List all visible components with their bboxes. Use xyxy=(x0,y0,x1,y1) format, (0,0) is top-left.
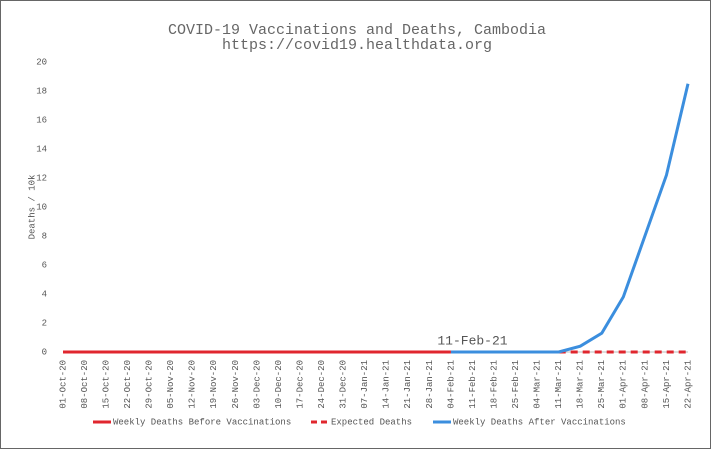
y-tick-label: 12 xyxy=(36,173,47,183)
x-tick-label: 18-Feb-21 xyxy=(489,360,499,409)
x-tick-label: 07-Jan-21 xyxy=(360,360,370,409)
x-tick-label: 28-Jan-21 xyxy=(425,360,435,409)
x-tick-label: 24-Dec-20 xyxy=(317,360,327,409)
x-tick-label: 12-Nov-20 xyxy=(188,360,198,409)
y-tick-label: 0 xyxy=(42,347,47,357)
x-tick-label: 11-Feb-21 xyxy=(468,360,478,409)
x-tick-label: 25-Mar-21 xyxy=(597,360,607,409)
x-tick-label: 31-Dec-20 xyxy=(339,360,349,409)
x-tick-label: 11-Mar-21 xyxy=(554,360,564,409)
chart-title: COVID-19 Vaccinations and Deaths, Cambod… xyxy=(168,22,546,39)
y-tick-label: 8 xyxy=(42,231,47,241)
x-tick-label: 01-Apr-21 xyxy=(619,360,629,409)
x-tick-label: 01-Oct-20 xyxy=(58,360,68,409)
legend-label: Expected Deaths xyxy=(331,417,412,427)
x-tick-label: 18-Mar-21 xyxy=(576,360,586,409)
annotation: 11-Feb-21 xyxy=(437,333,507,348)
x-tick-label: 05-Nov-20 xyxy=(166,360,176,409)
x-tick-label: 17-Dec-20 xyxy=(295,360,305,409)
y-axis-label: Deaths / 10k xyxy=(27,175,37,240)
series-line xyxy=(450,83,690,354)
y-tick-label: 10 xyxy=(36,202,47,212)
x-tick-label: 10-Dec-20 xyxy=(274,360,284,409)
x-tick-label: 15-Oct-20 xyxy=(101,360,111,409)
x-tick-label: 04-Feb-21 xyxy=(446,360,456,409)
x-tick-label: 08-Apr-21 xyxy=(640,360,650,409)
legend-label: Weekly Deaths After Vaccinations xyxy=(453,417,626,427)
x-tick-label: 04-Mar-21 xyxy=(533,360,543,409)
x-tick-label: 19-Nov-20 xyxy=(209,360,219,409)
y-tick-label: 2 xyxy=(42,318,47,328)
x-tick-label: 22-Oct-20 xyxy=(123,360,133,409)
x-tick-label: 21-Jan-21 xyxy=(403,360,413,409)
y-tick-label: 14 xyxy=(36,144,47,154)
y-tick-label: 18 xyxy=(36,86,47,96)
x-tick-label: 14-Jan-21 xyxy=(382,360,392,409)
y-tick-label: 4 xyxy=(42,289,47,299)
x-tick-label: 22-Apr-21 xyxy=(683,360,693,409)
x-tick-label: 08-Oct-20 xyxy=(80,360,90,409)
x-tick-label: 15-Apr-21 xyxy=(662,360,672,409)
legend-label: Weekly Deaths Before Vaccinations xyxy=(113,417,291,427)
x-tick-label: 29-Oct-20 xyxy=(145,360,155,409)
y-tick-label: 16 xyxy=(36,115,47,125)
x-tick-label: 25-Feb-21 xyxy=(511,360,521,409)
chart-subtitle: https://covid19.healthdata.org xyxy=(222,37,492,54)
y-tick-label: 6 xyxy=(42,260,47,270)
x-tick-label: 03-Dec-20 xyxy=(252,360,262,409)
x-tick-label: 26-Nov-20 xyxy=(231,360,241,409)
y-tick-label: 20 xyxy=(36,57,47,67)
